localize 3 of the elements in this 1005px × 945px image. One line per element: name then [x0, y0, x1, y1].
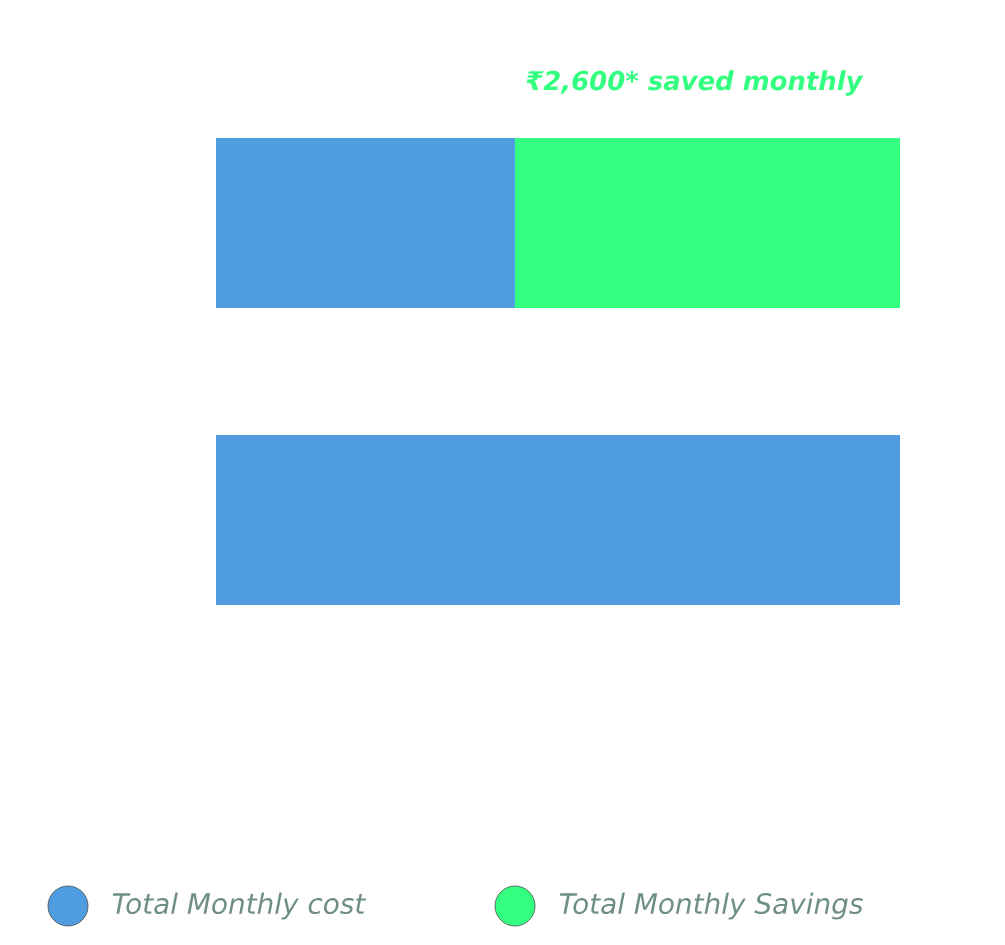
annotation: ₹2,600* saved monthly — [526, 70, 864, 96]
legend-label: Total Monthly cost — [112, 892, 367, 920]
legend-label: Total Monthly Savings — [559, 892, 863, 920]
